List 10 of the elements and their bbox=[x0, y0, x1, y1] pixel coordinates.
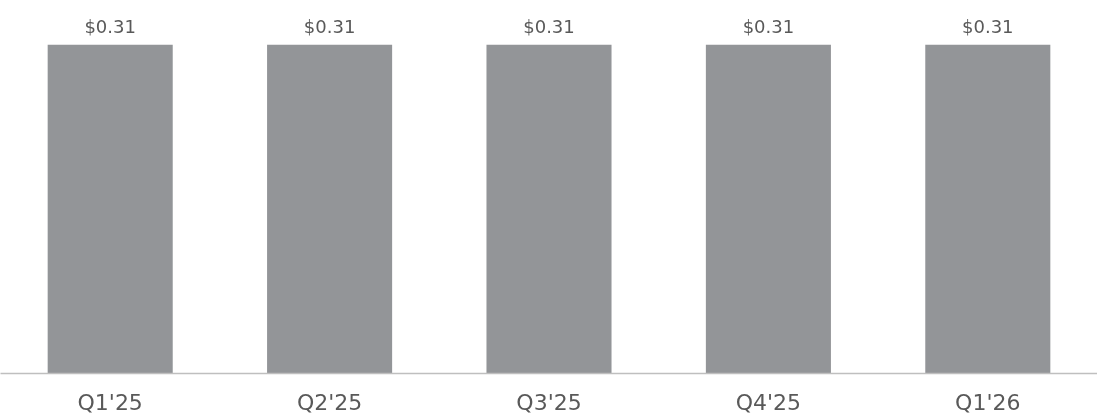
data-label: $0.31 bbox=[523, 15, 575, 37]
x-tick-label: Q4'25 bbox=[735, 389, 802, 415]
data-label: $0.31 bbox=[303, 15, 356, 37]
x-tick-label: Q1'25 bbox=[77, 389, 143, 415]
x-tick-label: Q3'25 bbox=[516, 389, 582, 415]
data-label: $0.31 bbox=[84, 15, 136, 37]
x-tick-label: Q1'26 bbox=[955, 389, 1021, 415]
data-label: $0.31 bbox=[742, 15, 795, 37]
data-label: $0.31 bbox=[962, 15, 1014, 37]
x-tick-label: Q2'25 bbox=[296, 389, 363, 415]
